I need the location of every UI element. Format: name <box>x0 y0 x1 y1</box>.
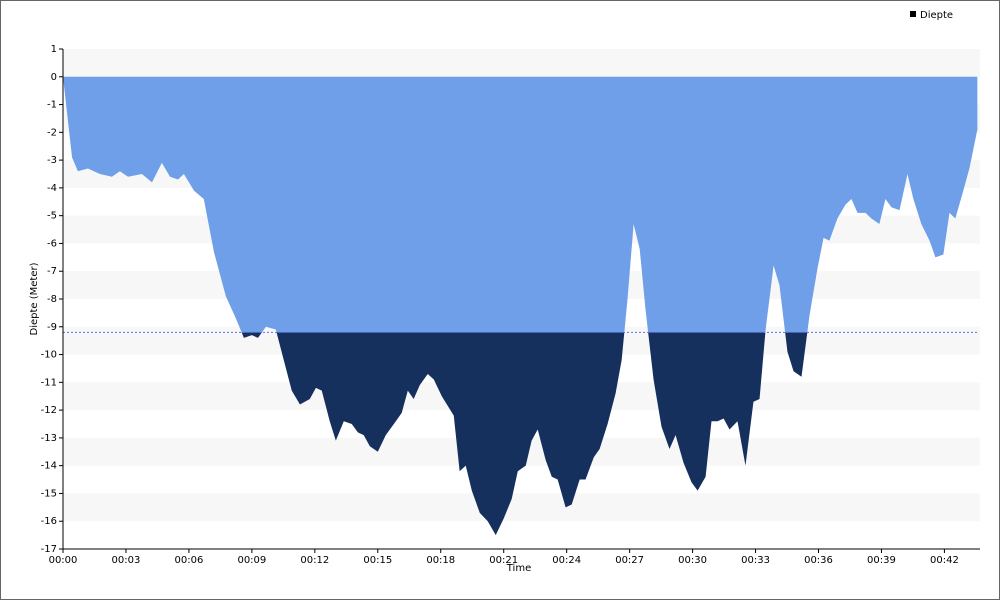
y-tick-label: -1 <box>47 100 57 111</box>
x-tick-label: 00:24 <box>552 555 581 566</box>
x-tick-label: 00:18 <box>426 555 455 566</box>
area-below <box>241 332 808 536</box>
y-tick-label: -4 <box>47 183 57 194</box>
x-tick-label: 00:21 <box>489 555 518 566</box>
x-tick-label: 00:09 <box>237 555 266 566</box>
y-tick-label: -7 <box>47 266 57 277</box>
y-tick-label: -10 <box>41 350 57 361</box>
y-tick-label: -13 <box>41 433 57 444</box>
legend-label: Diepte <box>920 10 953 21</box>
x-tick-label: 00:36 <box>804 555 833 566</box>
x-tick-label: 00:15 <box>363 555 392 566</box>
y-tick-label: -9 <box>47 322 57 333</box>
x-tick-label: 00:39 <box>867 555 896 566</box>
y-tick-label: -3 <box>47 155 57 166</box>
y-tick-label: -5 <box>47 211 57 222</box>
x-tick-label: 00:30 <box>678 555 707 566</box>
x-tick-label: 00:03 <box>112 555 141 566</box>
y-tick-label: -6 <box>47 238 57 249</box>
y-tick-label: -12 <box>41 405 57 416</box>
x-tick-label: 00:00 <box>49 555 78 566</box>
x-axis-label: Time <box>506 563 531 574</box>
y-tick-label: -15 <box>41 488 57 499</box>
x-tick-label: 00:06 <box>175 555 204 566</box>
band <box>63 49 980 77</box>
legend-swatch <box>910 11 916 17</box>
y-tick-label: -8 <box>47 294 57 305</box>
area-above <box>63 76 978 333</box>
y-tick-label: 1 <box>51 44 57 55</box>
y-tick-label: -16 <box>41 516 57 527</box>
x-tick-label: 00:42 <box>930 555 959 566</box>
y-axis-label: Diepte (Meter) <box>29 262 40 335</box>
y-tick-label: -14 <box>41 461 57 472</box>
y-tick-label: -17 <box>41 544 57 555</box>
y-tick-label: -2 <box>47 127 57 138</box>
x-tick-label: 00:27 <box>615 555 644 566</box>
y-tick-label: -11 <box>41 377 57 388</box>
y-tick-label: 0 <box>51 72 57 83</box>
x-tick-label: 00:33 <box>741 555 770 566</box>
x-tick-label: 00:12 <box>300 555 329 566</box>
band <box>63 493 980 522</box>
